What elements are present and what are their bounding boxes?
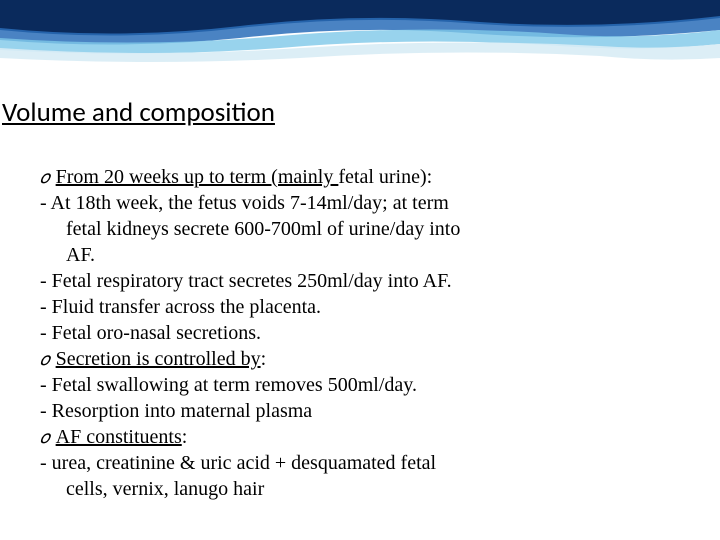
line-10: - Resorption into maternal plasma	[40, 399, 680, 424]
bullet-2-text: Secretion is controlled by:	[56, 347, 267, 372]
bullet-2-underline: Secretion is controlled by	[56, 348, 261, 370]
bullet-2-colon: :	[261, 348, 267, 370]
bullet-3-text: AF constituents:	[56, 425, 188, 450]
bullet-1-underline: From 20 weeks up to term (mainly	[56, 166, 339, 188]
bullet-item-3: 𝑜 AF constituents:	[40, 425, 680, 450]
bullet-item-2: 𝑜 Secretion is controlled by:	[40, 347, 680, 372]
bullet-icon: 𝑜	[40, 426, 50, 449]
line-6: - Fluid transfer across the placenta.	[40, 295, 680, 320]
bullet-1-text: From 20 weeks up to term (mainly fetal u…	[56, 165, 433, 190]
bullet-icon: 𝑜	[40, 348, 50, 371]
line-12: - urea, creatinine & uric acid + desquam…	[40, 451, 680, 476]
line-7: - Fetal oro-nasal secretions.	[40, 321, 680, 346]
line-4: AF.	[40, 243, 680, 268]
bullet-item-1: 𝑜 From 20 weeks up to term (mainly fetal…	[40, 165, 680, 190]
bullet-3-underline: AF constituents	[56, 426, 182, 448]
bullet-icon: 𝑜	[40, 166, 50, 189]
line-13: cells, vernix, lanugo hair	[40, 477, 680, 502]
bullet-1-plain: fetal urine):	[338, 166, 432, 188]
bullet-3-colon: :	[182, 426, 188, 448]
slide-title: Volume and composition	[0, 96, 275, 129]
line-9: - Fetal swallowing at term removes 500ml…	[40, 373, 680, 398]
line-5: - Fetal respiratory tract secretes 250ml…	[40, 269, 680, 294]
slide-body: 𝑜 From 20 weeks up to term (mainly fetal…	[40, 165, 680, 503]
line-2: - At 18th week, the fetus voids 7-14ml/d…	[40, 191, 680, 216]
header-wave-decoration	[0, 0, 720, 90]
line-3: fetal kidneys secrete 600-700ml of urine…	[40, 217, 680, 242]
